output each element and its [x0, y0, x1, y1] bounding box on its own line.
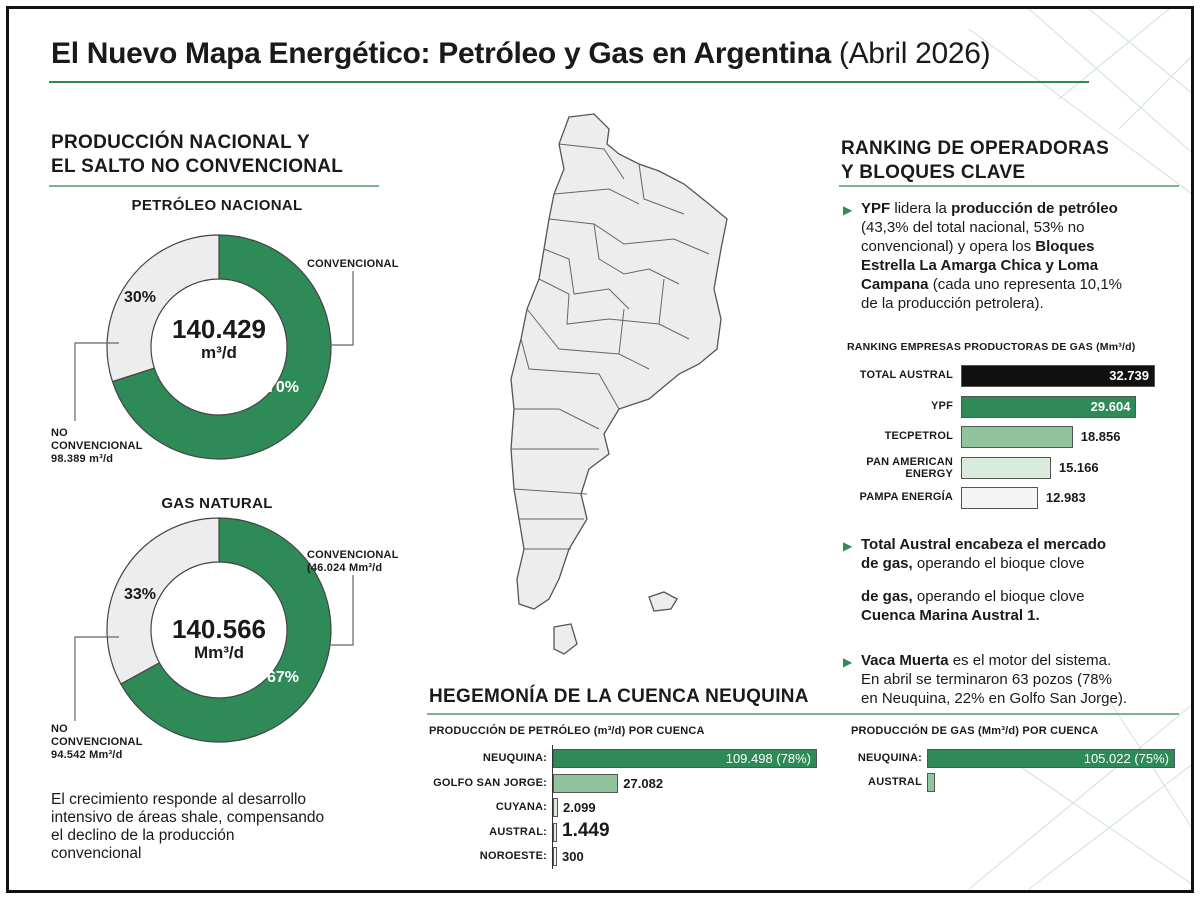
gas-nonconv-value: 94.542 Mm³/d [51, 749, 123, 761]
section-neuquina-rule [427, 713, 1179, 715]
map-outline [510, 113, 728, 610]
gas-nonconv-pct: 67% [267, 669, 300, 686]
page-subtitle: (Abril 2026) [838, 37, 991, 70]
section-neuquina-title: HEGEMONÍA DE LA CUENCA NEUQUINA [429, 686, 809, 707]
oil-chart-heading: PETRÓLEO NACIONAL [131, 197, 303, 214]
oil-conv-pct: 30% [124, 289, 157, 306]
oil-basin-label: NOROESTE: [479, 850, 547, 862]
oil-slice-convencional [106, 234, 220, 383]
section-ranking-title: RANKING DE OPERADORAS Y BLOQUES CLAVE [841, 138, 1110, 183]
gas-basin-heading: PRODUCCIÓN DE GAS (Mm³/d) POR CUENCA [851, 725, 1099, 737]
infographic-frame: El Nuevo Mapa Energético: Petróleo y Gas… [6, 6, 1194, 893]
section-ranking-rule [839, 185, 1179, 187]
gas-rank-value: 18.856 [1080, 429, 1121, 444]
oil-conv-label: CONVENCIONAL [307, 258, 399, 270]
decorative-lines [968, 9, 1191, 194]
oil-basin-bar [553, 773, 619, 793]
gas-rank-label: TOTAL AUSTRAL [859, 369, 953, 381]
gas-conv-label: CONVENCIONAL (46.024 Mm³/d [307, 549, 399, 574]
oil-nonconv-pct: 70% [267, 379, 300, 396]
gas-rank-value: 32.739 [1109, 368, 1149, 383]
oil-basin-chart: NEUQUINA: 109.498 (78%) GOLFO SAN JORGE: 27… [419, 745, 839, 875]
oil-nonconv-label: NO CONVENCIONAL 98.389 m³/d [51, 427, 143, 465]
gas-basin-bar [927, 749, 1175, 768]
gas-basin-label: NEUQUINA: [857, 752, 922, 764]
oil-basin-label: CUYANA: [495, 801, 547, 813]
gas-basin-value: 105.022 (75%) [1083, 751, 1169, 766]
oil-basin-value: 27.082 [623, 775, 664, 791]
gas-donut-center: 140.566 Mm³/d [141, 615, 297, 663]
oil-basin-label: GOLFO SAN JORGE: [433, 776, 547, 789]
oil-basin-bar [553, 749, 817, 768]
gas-rank-bar [961, 365, 1155, 387]
decorative-lines-bottom [969, 668, 1191, 890]
map-province-borders [511, 143, 710, 550]
bullet-ypf: ▶ YPF lidera la producción de petróleo (… [843, 200, 1122, 312]
oil-donut-center: 140.429 m³/d [141, 315, 297, 363]
gas-ranking-chart: TOTAL AUSTRAL 32.739 YPF 29.604 TECPETROL 18.… [839, 359, 1191, 519]
oil-basin-label: NEUQUINA: [482, 752, 547, 764]
gas-rank-value: 15.166 [1058, 459, 1099, 475]
gas-basin-chart: NEUQUINA: 105.022 (75%) AUSTRAL [839, 745, 1189, 805]
map-tierra-del-fuego [553, 623, 578, 655]
gas-rank-value: 29.604 [1090, 398, 1131, 414]
argentina-map [510, 113, 728, 655]
map-malvinas [648, 591, 678, 612]
page-title: El Nuevo Mapa Energético: Petróleo y Gas… [51, 37, 991, 70]
oil-basin-value: 300 [562, 849, 584, 864]
gas-slice-no-convencional [120, 517, 332, 743]
gas-donut-chart [106, 517, 332, 743]
gas-basin-label: AUSTRAL [868, 776, 922, 788]
oil-basin-heading: PRODUCCIÓN DE PETRÓLEO (m³/d) POR CUENCA [429, 725, 705, 737]
bullet-arrow-icon: ▶ [843, 539, 853, 553]
oil-basin-axis [552, 745, 553, 869]
oil-total: 140.429 [172, 314, 266, 344]
oil-donut-chart [106, 234, 332, 460]
gas-nonconv-label: NO CONVENCIONAL 94.542 Mm³/d [51, 723, 143, 761]
bullet-vaca-muerta: ▶ Vaca Muerta es el motor del sistema. E… [843, 652, 1128, 707]
gas-chart-heading: GAS NATURAL [161, 495, 273, 512]
oil-slice-no-convencional [111, 234, 332, 460]
section-production-rule [49, 185, 379, 187]
oil-basin-value: 2.099 [563, 800, 596, 815]
gas-rank-value: 12.983 [1045, 490, 1086, 505]
gas-rank-bar [961, 456, 1051, 479]
oil-basin-value: 1.449 [562, 819, 610, 841]
gas-rank-bar [961, 426, 1073, 448]
bullet-arrow-icon: ▶ [843, 655, 853, 669]
oil-nonconv-value: 98.389 m³/d [51, 453, 114, 465]
oil-basin-bar [553, 822, 557, 842]
oil-basin-value: 109.498 (78%) [725, 751, 811, 766]
production-note: El crecimiento responde al desarrollo in… [51, 791, 325, 862]
gas-rank-label: PAN AMERICAN ENERGY [866, 455, 953, 480]
gas-leader-lines [74, 575, 354, 721]
oil-basin-bar [553, 847, 557, 866]
gas-slice-convencional [106, 517, 220, 685]
gas-rank-label: YPF [931, 399, 953, 412]
oil-basin-label: AUSTRAL: [489, 825, 547, 838]
gas-conv-value: (46.024 Mm³/d [307, 562, 383, 574]
gas-rank-label: PAMPA ENERGÍA [859, 491, 953, 503]
gas-ranking-heading: RANKING EMPRESAS PRODUCTORAS DE GAS (Mm³… [847, 341, 1136, 353]
oil-leader-lines [74, 271, 354, 421]
title-divider [49, 81, 1089, 83]
gas-unit: Mm³/d [193, 643, 245, 662]
oil-unit: m³/d [201, 343, 237, 362]
bullet-total-austral: ▶ Total Austral encabeza el mercado de g… [843, 536, 1107, 624]
gas-rank-bar [961, 487, 1038, 509]
gas-rank-bar [961, 395, 1137, 418]
gas-basin-bar [927, 773, 936, 792]
oil-basin-bar [553, 798, 559, 817]
gas-rank-label: TECPETROL [884, 430, 953, 442]
gas-conv-pct: 33% [124, 586, 157, 603]
gas-total: 140.566 [172, 614, 266, 644]
section-production-title: PRODUCCIÓN NACIONAL Y EL SALTO NO CONVEN… [51, 132, 344, 177]
bullet-arrow-icon: ▶ [843, 203, 853, 217]
